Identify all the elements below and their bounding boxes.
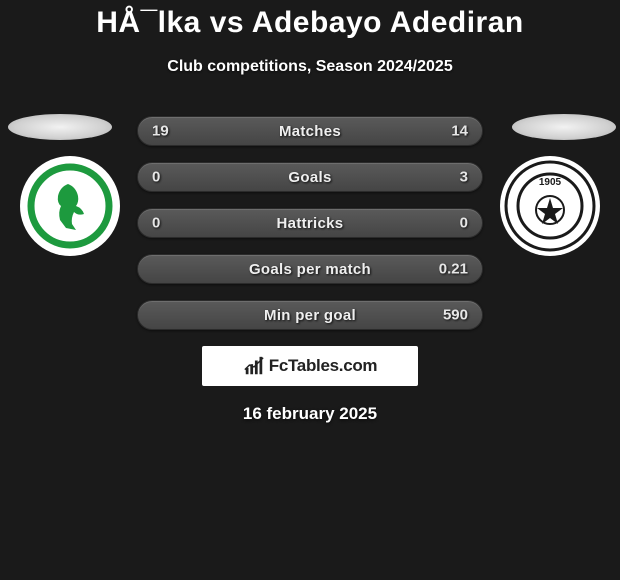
left-platter — [8, 114, 112, 140]
brand-text: FcTables.com — [269, 356, 378, 376]
brand-box: FcTables.com — [202, 346, 418, 386]
stat-label: Matches — [279, 123, 341, 140]
comparison-card: HÅ¯lka vs Adebayo Adediran Club competit… — [0, 0, 620, 580]
stat-left-value: 19 — [152, 123, 169, 140]
chart-icon — [243, 355, 265, 377]
stat-row-goals-per-match: Goals per match 0.21 — [137, 254, 483, 284]
stat-label: Min per goal — [264, 307, 356, 324]
stat-right-value: 14 — [451, 123, 468, 140]
stat-left-value: 0 — [152, 169, 160, 186]
stat-right-value: 0.21 — [439, 261, 468, 278]
subtitle: Club competitions, Season 2024/2025 — [0, 58, 620, 76]
svg-text:BOHEMIANS: BOHEMIANS — [20, 156, 78, 158]
stat-row-goals: 0 Goals 3 — [137, 162, 483, 192]
badge-year: 1905 — [539, 177, 562, 188]
stat-label: Goals per match — [249, 261, 371, 278]
stats-rows: 19 Matches 14 0 Goals 3 0 Hattricks 0 Go… — [137, 116, 483, 330]
dynamo-logo-icon: 1905 — [500, 156, 600, 256]
stat-right-value: 590 — [443, 307, 468, 324]
right-team-badge: 1905 — [500, 156, 600, 256]
comparison-body: BOHEMIANS 1905 19 Matches 14 0 Goa — [0, 116, 620, 330]
stat-left-value: 0 — [152, 215, 160, 232]
page-title: HÅ¯lka vs Adebayo Adediran — [0, 0, 620, 40]
bohemians-logo-icon: BOHEMIANS — [20, 156, 120, 256]
stat-right-value: 0 — [460, 215, 468, 232]
right-platter — [512, 114, 616, 140]
stat-row-hattricks: 0 Hattricks 0 — [137, 208, 483, 238]
left-team-badge: BOHEMIANS — [20, 156, 120, 256]
stat-row-matches: 19 Matches 14 — [137, 116, 483, 146]
stat-right-value: 3 — [460, 169, 468, 186]
stat-row-min-per-goal: Min per goal 590 — [137, 300, 483, 330]
stat-label: Goals — [288, 169, 331, 186]
date-text: 16 february 2025 — [0, 404, 620, 424]
stat-label: Hattricks — [277, 215, 344, 232]
